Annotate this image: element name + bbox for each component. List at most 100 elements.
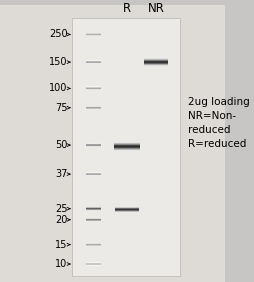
Bar [114, 145, 140, 146]
Bar [86, 35, 101, 36]
Bar [114, 149, 140, 150]
Bar [86, 264, 101, 265]
Bar [86, 87, 101, 88]
Bar [86, 264, 101, 265]
Bar [115, 207, 139, 208]
Bar [86, 63, 101, 64]
Bar [86, 208, 101, 209]
Bar [86, 245, 101, 246]
Text: 20: 20 [55, 215, 67, 225]
Bar [86, 263, 101, 264]
Bar [144, 62, 168, 63]
Bar [115, 209, 139, 210]
Text: 10: 10 [55, 259, 67, 269]
Bar [86, 146, 101, 147]
Bar [115, 206, 139, 207]
Bar [86, 263, 101, 264]
Bar [86, 175, 101, 176]
Bar [144, 59, 168, 60]
Bar [115, 211, 139, 212]
Bar [86, 219, 101, 220]
Bar [86, 143, 101, 144]
Bar [86, 173, 101, 174]
Text: R: R [123, 2, 131, 15]
Bar [114, 142, 140, 143]
Bar [86, 243, 101, 244]
Bar [86, 107, 101, 108]
Bar [115, 211, 139, 212]
Bar [86, 172, 101, 173]
Bar [86, 89, 101, 90]
Bar [86, 62, 101, 63]
Bar [114, 143, 140, 144]
Bar [86, 173, 101, 174]
Bar [86, 108, 101, 109]
Bar [86, 244, 101, 245]
Bar [86, 33, 101, 34]
Text: 50: 50 [55, 140, 67, 150]
Bar [114, 147, 140, 148]
Bar [86, 219, 101, 220]
Text: 2ug loading
NR=Non-
reduced
R=reduced: 2ug loading NR=Non- reduced R=reduced [188, 97, 249, 149]
Bar [86, 61, 101, 62]
Bar [86, 63, 101, 64]
Bar [86, 219, 101, 220]
Bar [86, 61, 101, 62]
Bar [86, 146, 101, 147]
Bar [86, 88, 101, 89]
Bar [86, 218, 101, 219]
Bar [86, 243, 101, 244]
Bar [86, 218, 101, 219]
Bar [86, 89, 101, 90]
Bar [115, 210, 139, 211]
Bar [86, 220, 101, 221]
Bar [86, 62, 101, 63]
Bar [86, 108, 101, 109]
Bar [86, 262, 101, 263]
Bar [144, 65, 168, 66]
Bar [115, 208, 139, 209]
Bar [144, 63, 168, 64]
Bar [86, 33, 101, 34]
Bar [114, 148, 140, 149]
Bar [144, 60, 168, 61]
Text: 100: 100 [49, 83, 67, 93]
Bar [86, 144, 101, 145]
Bar [144, 60, 168, 61]
Bar [86, 34, 101, 35]
Bar [86, 106, 101, 107]
Bar [86, 264, 101, 265]
Bar [144, 63, 168, 64]
Text: 25: 25 [55, 204, 67, 214]
Bar [86, 106, 101, 107]
Bar [86, 209, 101, 210]
Bar [114, 144, 140, 145]
Bar [86, 175, 101, 176]
Bar [86, 207, 101, 208]
Bar [86, 32, 101, 33]
Bar [115, 207, 139, 208]
Bar [114, 148, 140, 149]
Bar [86, 60, 101, 61]
Bar [86, 174, 101, 175]
Bar [144, 59, 168, 60]
Text: 37: 37 [55, 169, 67, 179]
Bar [86, 61, 101, 62]
Bar [86, 89, 101, 90]
Bar [114, 142, 140, 143]
Bar [86, 34, 101, 35]
Bar [115, 211, 139, 212]
Bar [86, 220, 101, 221]
Text: 15: 15 [55, 240, 67, 250]
Bar [115, 210, 139, 211]
Text: 75: 75 [55, 103, 67, 113]
Bar [86, 263, 101, 264]
Bar [86, 208, 101, 209]
Bar [86, 35, 101, 36]
Bar [86, 262, 101, 263]
Bar [86, 88, 101, 89]
Bar [86, 145, 101, 146]
Bar [86, 174, 101, 175]
Bar [72, 18, 180, 276]
Bar [86, 143, 101, 144]
